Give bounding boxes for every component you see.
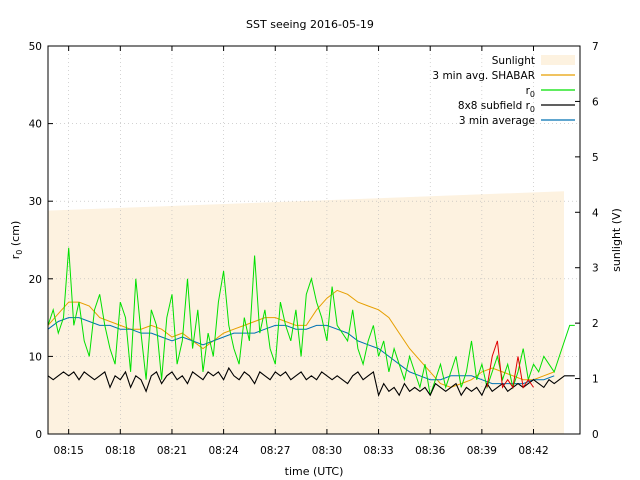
y-tick-label: 30 xyxy=(29,196,42,208)
y-axis-label-main: r xyxy=(9,254,22,259)
y-axis-label-unit: (cm) xyxy=(9,221,22,250)
series-line-3-min-average xyxy=(47,317,555,385)
x-tick-label: 08:39 xyxy=(467,445,497,457)
series-line-r0-spikes xyxy=(486,340,534,389)
plot-frame xyxy=(47,45,581,435)
y-tick-label: 20 xyxy=(29,274,42,286)
series-line-8x8-subfield-r0 xyxy=(47,366,575,397)
legend-label: 8x8 subfield r0 xyxy=(458,100,535,114)
y-tick-label: 0 xyxy=(35,429,42,441)
y-axis-label: r0 (cm) xyxy=(9,221,24,259)
x-tick-label: 08:24 xyxy=(208,445,239,457)
x-tick-label: 08:21 xyxy=(157,445,187,457)
sunlight-area xyxy=(48,191,564,434)
axis-ticks xyxy=(48,45,580,435)
legend-label: 3 min average xyxy=(459,115,535,127)
x-tick-label: 08:15 xyxy=(54,445,84,457)
y2-tick-label: 2 xyxy=(592,318,599,330)
y-tick-label: 50 xyxy=(29,41,42,53)
y2-tick-label: 0 xyxy=(592,429,599,441)
x-tick-label: 08:30 xyxy=(312,445,342,457)
svg-text:r0 (cm): r0 (cm) xyxy=(9,221,24,259)
x-tick-label: 08:42 xyxy=(518,445,548,457)
series-lines xyxy=(47,247,575,397)
x-tick-label: 08:33 xyxy=(363,445,393,457)
y2-axis-label: sunlight (V) xyxy=(610,208,623,272)
legend-label: r0 xyxy=(526,85,535,99)
y2-tick-label: 3 xyxy=(592,263,599,275)
y2-tick-label: 4 xyxy=(592,207,599,219)
y2-tick-label: 6 xyxy=(592,96,599,108)
legend-label: 3 min avg. SHABAR xyxy=(432,70,535,82)
y-tick-label: 40 xyxy=(29,119,42,131)
legend-swatch-area xyxy=(541,55,575,65)
y2-tick-label: 1 xyxy=(592,374,599,386)
y2-tick-label: 5 xyxy=(592,152,599,164)
chart-title: SST seeing 2016-05-19 xyxy=(246,18,374,31)
x-axis-label: time (UTC) xyxy=(285,465,344,478)
y-axis-label-sub: 0 xyxy=(15,250,24,255)
x-tick-label: 08:27 xyxy=(260,445,290,457)
x-tick-label: 08:18 xyxy=(105,445,135,457)
sunlight-area-layer xyxy=(48,191,564,434)
x-tick-label: 08:36 xyxy=(415,445,446,457)
axis-tick-labels: 08:15 08:18 08:21 08:24 08:27 08:30 08:33 08:36… xyxy=(29,41,599,457)
series-line-3-min-avg-shabar xyxy=(47,289,555,388)
legend-label: Sunlight xyxy=(492,55,535,67)
y2-tick-label: 7 xyxy=(592,41,599,53)
y-tick-label: 10 xyxy=(29,351,42,363)
